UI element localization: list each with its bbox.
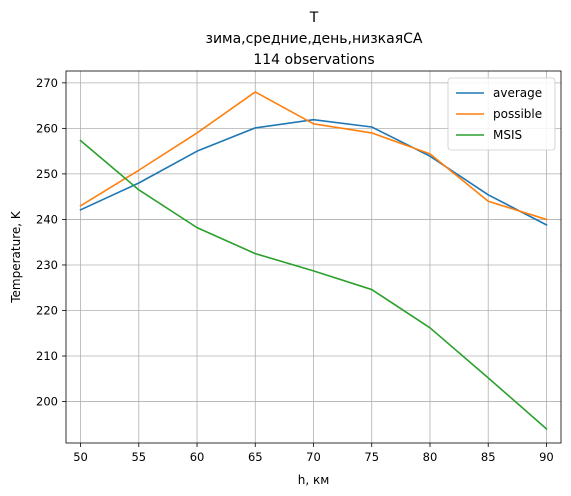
y-tick-label: 210 bbox=[36, 349, 58, 363]
x-tick-label: 55 bbox=[131, 450, 146, 464]
y-tick-label: 230 bbox=[36, 258, 58, 272]
series-line-msis bbox=[79, 139, 548, 431]
series-line-average bbox=[79, 118, 548, 226]
legend-entry-label: MSIS bbox=[493, 128, 522, 142]
title-line-1: T bbox=[309, 10, 319, 26]
x-tick-label: 85 bbox=[481, 450, 496, 464]
chart-title: T зима,средние,день,низкаяСА 114 observa… bbox=[206, 10, 423, 68]
x-tick-label: 50 bbox=[73, 450, 88, 464]
y-tick-label: 250 bbox=[36, 167, 58, 181]
legend-box bbox=[447, 77, 556, 151]
x-tick-label: 80 bbox=[423, 450, 438, 464]
x-tick-label: 60 bbox=[190, 450, 205, 464]
y-tick-label: 200 bbox=[36, 395, 58, 409]
y-axis-label: Temperature, K bbox=[9, 210, 23, 304]
y-tick-label: 220 bbox=[36, 304, 58, 318]
series-line-possible bbox=[79, 91, 548, 221]
y-tick-label: 270 bbox=[36, 76, 58, 90]
title-line-3: 114 observations bbox=[253, 52, 374, 68]
y-tick-label: 260 bbox=[36, 121, 58, 135]
x-tick-label: 70 bbox=[306, 450, 321, 464]
legend-entry-label: possible bbox=[493, 107, 542, 121]
x-axis-label: h, км bbox=[298, 473, 330, 487]
legend-entry-label: average bbox=[493, 86, 542, 100]
x-tick-label: 90 bbox=[539, 450, 554, 464]
x-tick-label: 75 bbox=[364, 450, 379, 464]
axis-ticks: 50 55 60 65 70 75 80 85 90 200 210 220 230 240 250 260 2… bbox=[36, 76, 554, 464]
x-tick-label: 65 bbox=[248, 450, 263, 464]
legend: average possible MSIS bbox=[447, 77, 556, 151]
y-tick-label: 240 bbox=[36, 212, 58, 226]
series-lines bbox=[79, 91, 548, 431]
title-line-2: зима,средние,день,низкаяСА bbox=[206, 31, 423, 47]
